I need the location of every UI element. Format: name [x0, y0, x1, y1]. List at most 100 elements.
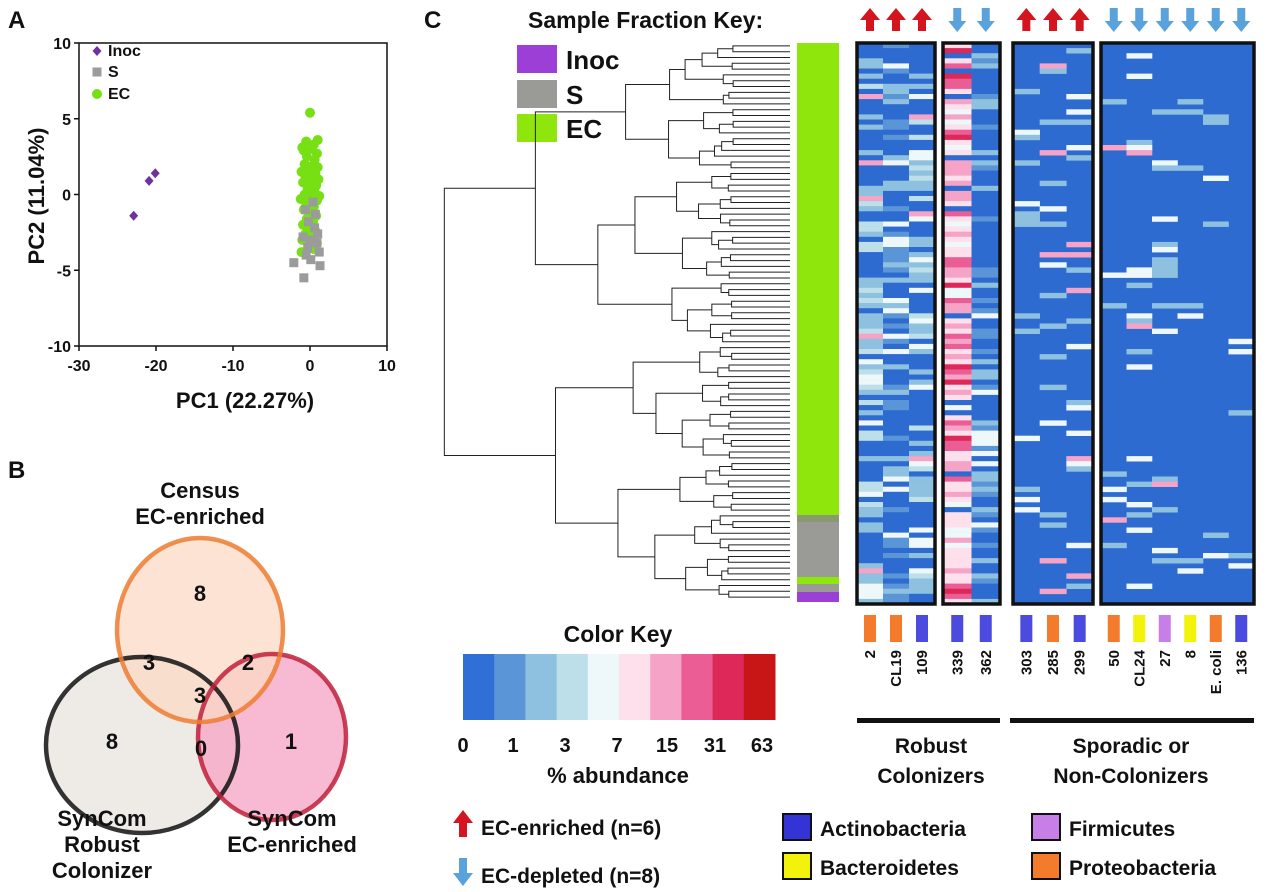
- heatmap-cell: [883, 272, 910, 278]
- dendrogram-branch: [727, 555, 790, 563]
- heatmap-cell: [971, 287, 1001, 294]
- heatmap-cell: [971, 593, 1001, 600]
- venn-label-robust-2: Robust: [64, 832, 140, 857]
- heatmap-cell: [943, 379, 972, 385]
- heatmap-cell: [909, 129, 936, 136]
- panel-c-letter: C: [424, 7, 441, 34]
- pca-point-s: [298, 232, 308, 242]
- pca-legend-marker-s: [92, 67, 102, 77]
- heatmap-cell: [943, 394, 972, 401]
- heatmap-cell: [943, 236, 972, 243]
- heatmap-cell: [1177, 303, 1204, 309]
- heatmap-cell: [909, 73, 936, 79]
- phylum-legend-label: Firmicutes: [1069, 818, 1175, 841]
- heatmap-cell: [909, 247, 936, 253]
- heatmap-cell: [883, 369, 910, 375]
- heatmap-cell: [857, 588, 884, 595]
- heatmap-cell: [909, 303, 936, 309]
- heatmap-cell: [909, 527, 936, 533]
- heatmap-cell: [857, 73, 884, 79]
- dendrogram-branch: [730, 329, 790, 337]
- heatmap-cell: [857, 139, 884, 146]
- dendrogram-branch: [727, 480, 790, 488]
- dendrogram-branch: [711, 231, 790, 246]
- venn-census-only: 8: [194, 581, 206, 606]
- heatmap-cell: [971, 496, 1001, 503]
- heatmap-cell: [943, 165, 972, 171]
- heatmap-cell: [971, 73, 1001, 79]
- heatmap-cell: [909, 83, 936, 90]
- heatmap-cell: [909, 445, 936, 452]
- pca-point-s: [300, 205, 310, 215]
- dendrogram-branch: [718, 123, 790, 134]
- heatmap-cell: [943, 252, 972, 258]
- heatmap-cell: [1039, 63, 1067, 69]
- heatmap-cell: [1126, 282, 1153, 289]
- heatmap-cell: [943, 359, 972, 365]
- heatmap-cell: [971, 145, 1001, 151]
- heatmap-cell: [943, 68, 972, 74]
- dendrogram-branch: [732, 492, 790, 499]
- heatmap-cell: [943, 522, 972, 528]
- heatmap-cell: [857, 435, 884, 442]
- heatmap-cell: [909, 359, 936, 365]
- heatmap-cell: [971, 272, 1001, 278]
- heatmap-cell: [1152, 160, 1178, 166]
- heatmap-cell: [883, 267, 910, 273]
- pca-point-s: [303, 217, 313, 227]
- heatmap-cell: [971, 247, 1001, 253]
- heatmap-cell: [943, 430, 972, 436]
- heatmap-cell: [943, 400, 972, 406]
- heatmap-cell: [857, 527, 884, 533]
- heatmap-cell: [1126, 53, 1153, 59]
- dendrogram-branch: [731, 300, 790, 308]
- heatmap-cell: [943, 440, 972, 447]
- heatmap-cell: [971, 155, 1001, 161]
- dendrogram-branch: [730, 161, 790, 169]
- heatmap-cell: [1152, 481, 1178, 487]
- dendrogram-branch: [732, 138, 790, 146]
- pca-point-s: [303, 243, 313, 253]
- heatmap-cell: [943, 58, 972, 64]
- dendrogram-branch: [730, 173, 790, 180]
- heatmap-cell: [857, 502, 884, 508]
- pca-point-s: [315, 261, 325, 271]
- heatmap-cell: [883, 445, 910, 452]
- heatmap-cell: [883, 420, 910, 426]
- heatmap-cell: [971, 568, 1001, 574]
- dendrogram-branch: [654, 534, 695, 580]
- heatmap-cell: [909, 583, 936, 589]
- pca-x-tick-label: -10: [221, 358, 244, 375]
- heatmap-cell: [909, 588, 936, 595]
- heatmap-cell: [943, 542, 972, 549]
- arrow-legend-label: EC-depleted (n=8): [481, 865, 660, 888]
- heatmap-cell: [1177, 109, 1204, 115]
- heatmap-cell: [857, 160, 884, 166]
- heatmap-cell: [943, 502, 972, 508]
- heatmap-cell: [883, 415, 910, 421]
- pca-x-tick-label: 10: [378, 358, 396, 375]
- heatmap-cell: [1101, 496, 1127, 503]
- heatmap-cell: [971, 43, 1001, 49]
- heatmap-cell: [943, 537, 972, 544]
- heatmap-cell: [971, 221, 1001, 227]
- pca-y-tick-label: -10: [48, 339, 71, 356]
- ec-enriched-arrow: [1069, 8, 1090, 31]
- heatmap-cell: [1066, 400, 1094, 406]
- heatmap-cell: [857, 58, 884, 64]
- heatmap-cell: [971, 435, 1001, 442]
- heatmap-cell: [857, 252, 884, 258]
- dendrogram-branch: [728, 422, 790, 430]
- heatmap-cell: [1177, 558, 1204, 564]
- heatmap-cell: [971, 481, 1001, 487]
- heatmap-cell: [943, 338, 972, 345]
- heatmap-cell: [857, 507, 884, 513]
- heatmap-cell: [857, 440, 884, 447]
- heatmap-cell: [943, 298, 972, 304]
- heatmap-cell: [857, 415, 884, 421]
- heatmap-cell: [883, 364, 910, 370]
- phylum-marker: [864, 615, 876, 642]
- heatmap-cell: [943, 226, 972, 232]
- heatmap-cell: [857, 226, 884, 232]
- heatmap-cell: [857, 573, 884, 579]
